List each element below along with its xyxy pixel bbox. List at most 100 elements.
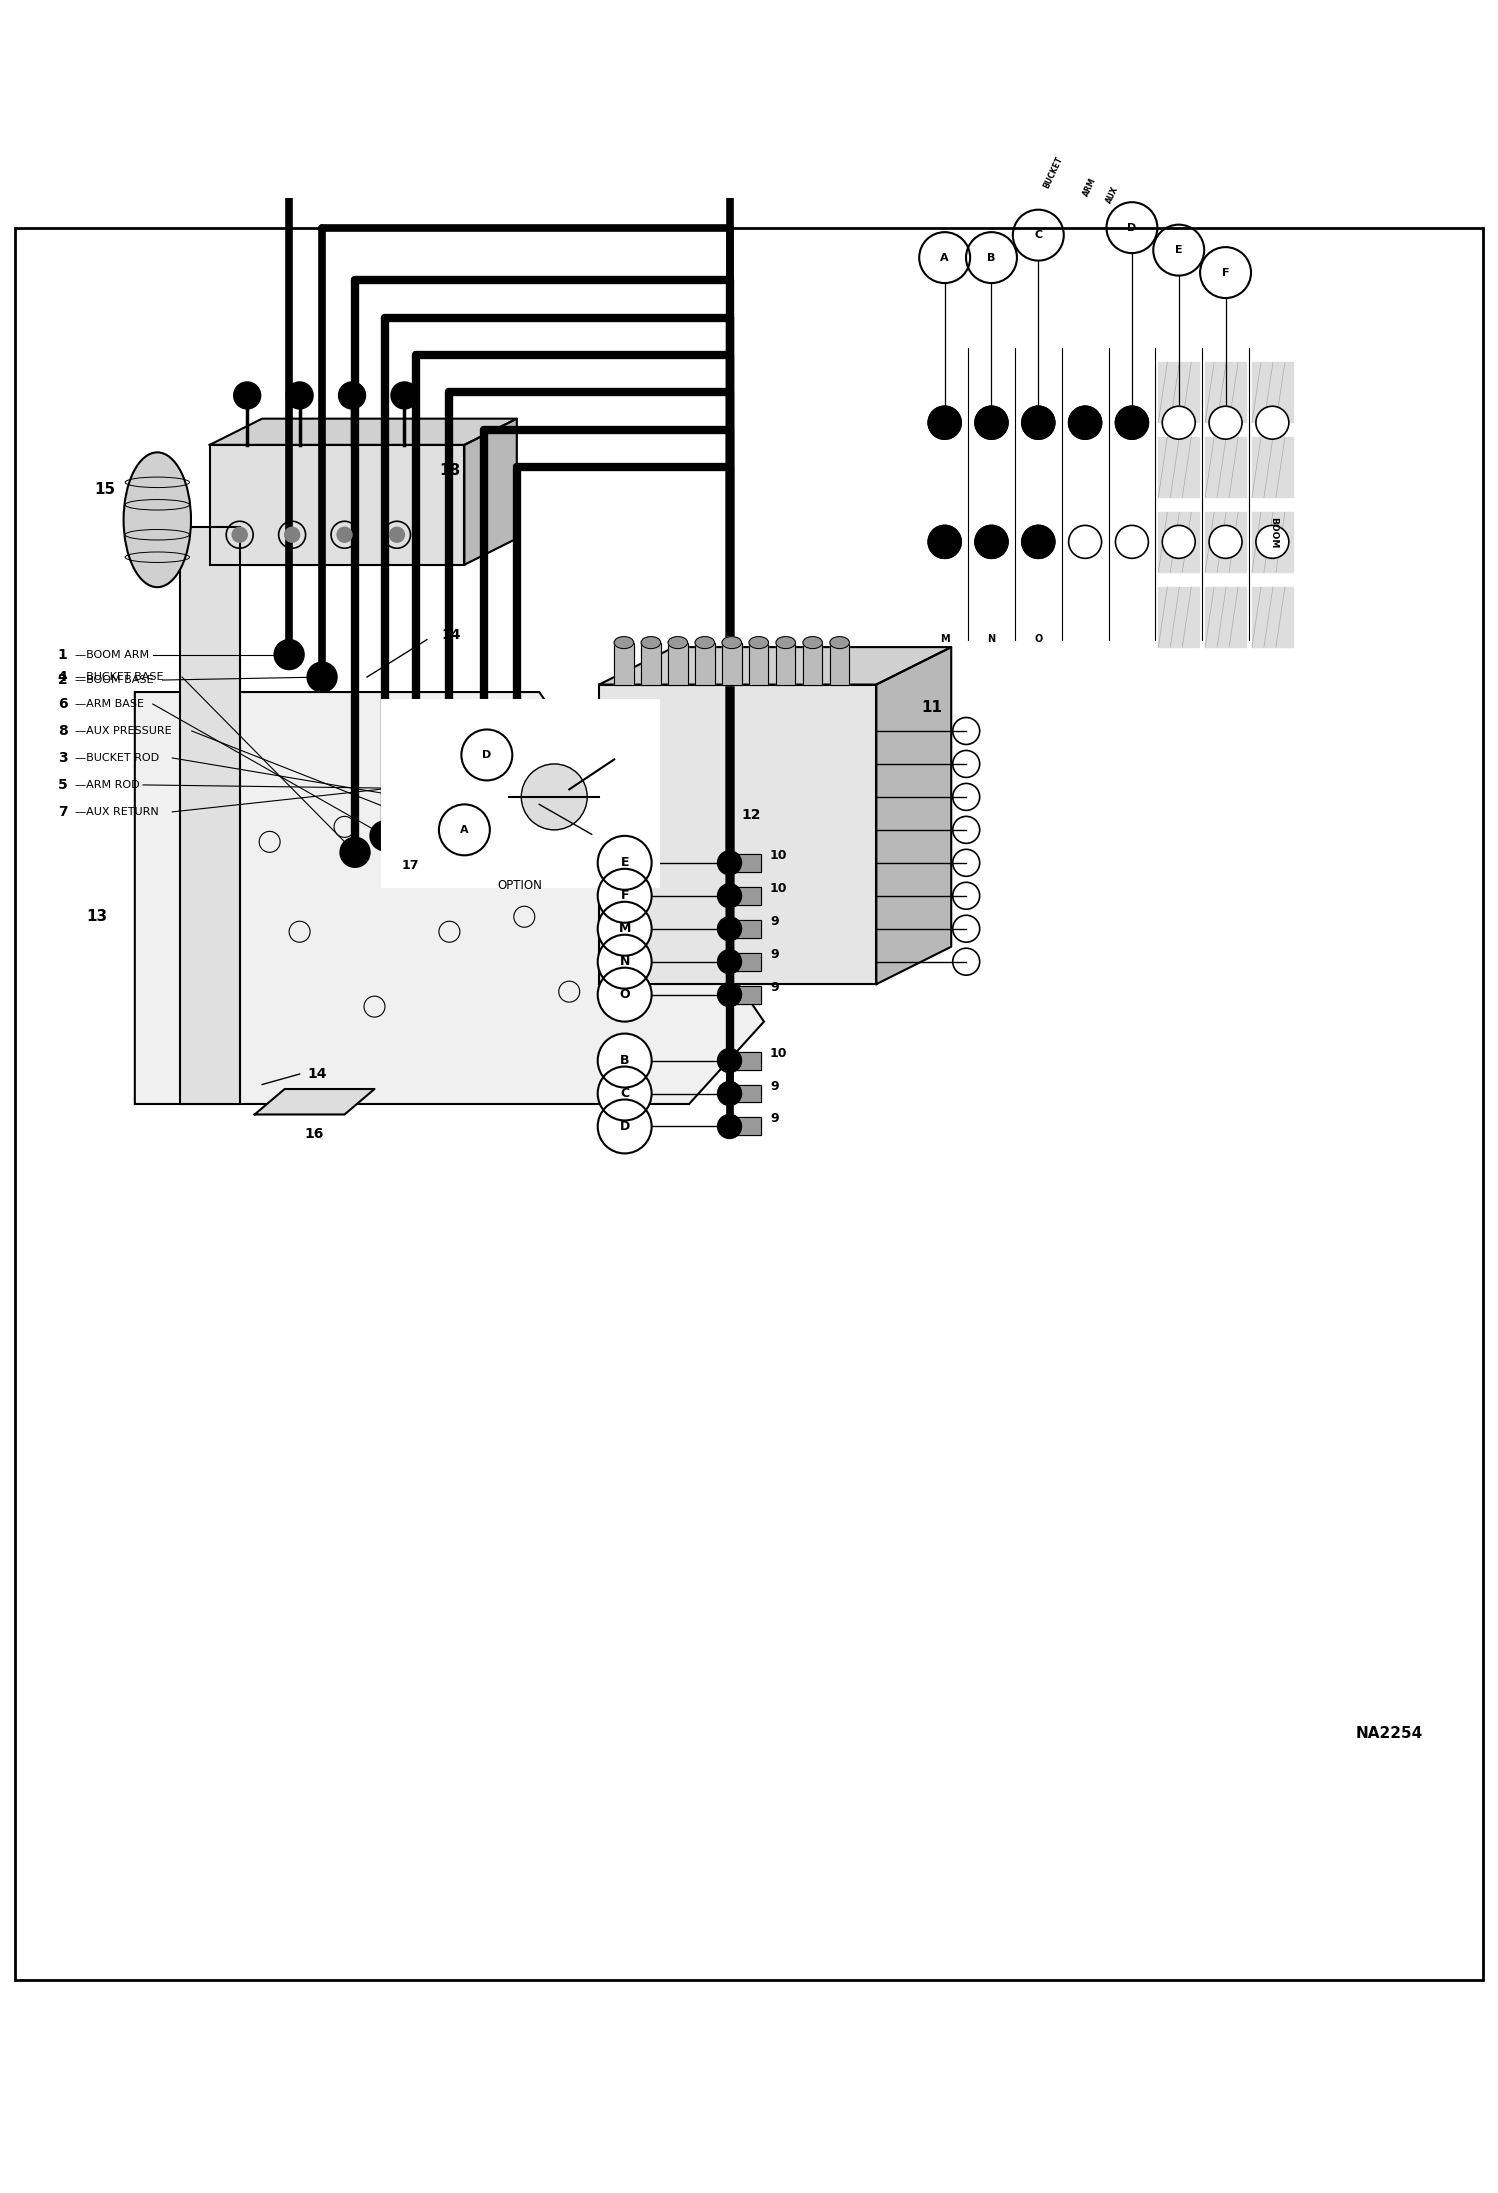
Text: 14: 14: [307, 1068, 327, 1081]
Bar: [1204, 362, 1246, 423]
Circle shape: [718, 1048, 742, 1072]
Bar: [749, 643, 768, 684]
Circle shape: [502, 759, 532, 789]
Circle shape: [598, 934, 652, 989]
Bar: [641, 643, 661, 684]
Circle shape: [439, 805, 490, 855]
Polygon shape: [255, 1090, 374, 1114]
Circle shape: [401, 805, 431, 833]
Bar: [641, 643, 661, 684]
Circle shape: [274, 640, 304, 669]
Circle shape: [285, 526, 300, 542]
Text: 13: 13: [87, 910, 108, 923]
Circle shape: [1022, 526, 1055, 559]
Circle shape: [1162, 526, 1195, 559]
Text: 9: 9: [770, 914, 779, 928]
Circle shape: [929, 406, 962, 439]
Text: BUCKET: BUCKET: [1043, 156, 1065, 191]
Circle shape: [598, 1066, 652, 1121]
Bar: [803, 643, 822, 684]
Text: D: D: [620, 1121, 629, 1134]
Text: —BUCKET ROD: —BUCKET ROD: [75, 752, 159, 763]
Text: 9: 9: [770, 980, 779, 993]
Text: D: D: [1128, 224, 1137, 232]
Circle shape: [718, 950, 742, 974]
Bar: [1204, 436, 1246, 498]
Circle shape: [598, 1033, 652, 1088]
Text: F: F: [1222, 268, 1230, 279]
Circle shape: [966, 232, 1017, 283]
Ellipse shape: [641, 636, 661, 649]
Text: F: F: [620, 890, 629, 901]
Circle shape: [1255, 526, 1288, 559]
Circle shape: [1013, 211, 1064, 261]
Text: 10: 10: [770, 1046, 788, 1059]
Bar: [1158, 588, 1200, 647]
Bar: [1252, 436, 1293, 498]
Text: 4: 4: [57, 671, 67, 684]
Circle shape: [598, 967, 652, 1022]
Circle shape: [598, 836, 652, 890]
Text: 9: 9: [770, 947, 779, 961]
Circle shape: [286, 382, 313, 408]
Text: M: M: [939, 634, 950, 645]
Ellipse shape: [749, 636, 768, 649]
Bar: [734, 1053, 761, 1070]
Ellipse shape: [614, 636, 634, 649]
Bar: [776, 643, 795, 684]
Bar: [830, 643, 849, 684]
Text: 8: 8: [57, 724, 67, 739]
Text: A: A: [460, 825, 469, 836]
Circle shape: [598, 868, 652, 923]
Text: 15: 15: [94, 482, 115, 498]
Text: 10: 10: [770, 849, 788, 862]
Circle shape: [340, 838, 370, 866]
Polygon shape: [210, 419, 517, 445]
Polygon shape: [464, 419, 517, 566]
Text: 14: 14: [442, 627, 461, 643]
Bar: [734, 886, 761, 906]
Circle shape: [1162, 406, 1195, 439]
Text: 3: 3: [58, 750, 67, 765]
Circle shape: [598, 1099, 652, 1154]
Circle shape: [1068, 526, 1101, 559]
Polygon shape: [210, 445, 464, 566]
Circle shape: [1209, 526, 1242, 559]
Text: —AUX RETURN: —AUX RETURN: [75, 807, 159, 816]
Text: 9: 9: [770, 1079, 779, 1092]
Circle shape: [1116, 526, 1149, 559]
Text: 18: 18: [439, 463, 460, 478]
Circle shape: [718, 1114, 742, 1138]
Ellipse shape: [695, 636, 715, 649]
Circle shape: [469, 774, 499, 805]
Text: 11: 11: [921, 700, 942, 715]
Polygon shape: [599, 647, 951, 684]
Text: E: E: [620, 855, 629, 868]
Bar: [734, 853, 761, 873]
Circle shape: [370, 820, 400, 851]
Circle shape: [1200, 248, 1251, 298]
Circle shape: [1153, 224, 1204, 276]
Circle shape: [1107, 202, 1158, 252]
Ellipse shape: [830, 636, 849, 649]
Bar: [734, 1053, 761, 1070]
Bar: [695, 643, 715, 684]
Text: —ARM ROD: —ARM ROD: [75, 781, 139, 789]
Circle shape: [975, 406, 1008, 439]
Text: 5: 5: [57, 779, 67, 792]
Polygon shape: [180, 526, 240, 1103]
Bar: [734, 985, 761, 1004]
Bar: [695, 643, 715, 684]
Text: OPTION: OPTION: [497, 879, 542, 893]
Bar: [614, 643, 634, 684]
Text: A: A: [941, 252, 950, 263]
Text: —BOOM BASE: —BOOM BASE: [75, 675, 153, 684]
Text: —BUCKET BASE: —BUCKET BASE: [75, 671, 163, 682]
Bar: [776, 643, 795, 684]
Text: N: N: [987, 634, 996, 645]
Text: M: M: [619, 923, 631, 934]
Text: C: C: [1034, 230, 1043, 241]
Circle shape: [718, 884, 742, 908]
Bar: [734, 1118, 761, 1136]
Bar: [734, 919, 761, 939]
